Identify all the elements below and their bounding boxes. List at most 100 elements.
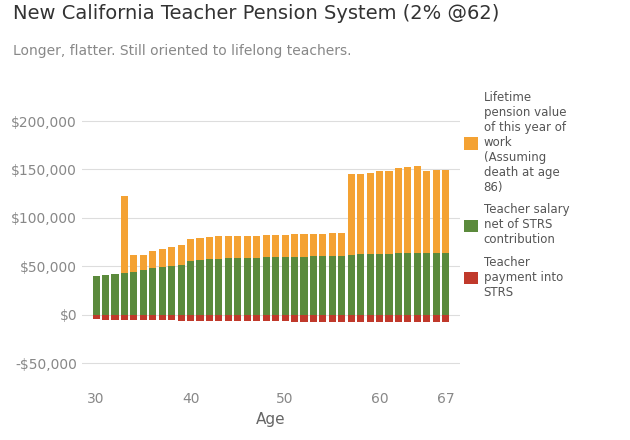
Bar xyxy=(244,258,251,315)
Bar xyxy=(244,236,251,258)
Bar xyxy=(386,171,392,253)
Legend: Lifetime
pension value
of this year of
work
(Assuming
death at age
86), Teacher : Lifetime pension value of this year of w… xyxy=(464,91,570,299)
Bar xyxy=(159,249,166,267)
Bar xyxy=(234,258,241,315)
Bar xyxy=(291,257,298,315)
Bar xyxy=(348,315,355,322)
Bar xyxy=(225,236,232,258)
Bar xyxy=(197,238,203,260)
Bar xyxy=(168,266,175,315)
Bar xyxy=(376,171,383,253)
Bar xyxy=(197,260,203,315)
Bar xyxy=(282,315,289,322)
Bar xyxy=(215,236,222,259)
Bar xyxy=(149,251,156,268)
Bar xyxy=(433,315,440,322)
Bar xyxy=(93,276,100,315)
Bar xyxy=(187,261,194,315)
Bar xyxy=(168,315,175,320)
Bar xyxy=(329,233,336,256)
Bar xyxy=(112,315,118,319)
Bar xyxy=(187,239,194,261)
Bar xyxy=(121,273,128,315)
Bar xyxy=(348,174,355,255)
Bar xyxy=(301,257,307,315)
Bar xyxy=(159,267,166,315)
Bar xyxy=(215,315,222,321)
Bar xyxy=(329,315,336,322)
Bar xyxy=(442,253,449,315)
Bar xyxy=(319,315,326,322)
Bar xyxy=(404,167,411,253)
Bar xyxy=(130,272,137,315)
Bar xyxy=(310,234,317,256)
Bar xyxy=(140,255,147,270)
Bar xyxy=(442,170,449,253)
Bar xyxy=(93,315,100,319)
Bar xyxy=(338,233,345,256)
Bar xyxy=(225,258,232,315)
Bar xyxy=(414,253,421,315)
Bar xyxy=(414,315,421,322)
Bar xyxy=(376,315,383,322)
Bar xyxy=(395,168,402,253)
Bar xyxy=(310,315,317,322)
Bar xyxy=(282,257,289,315)
Bar xyxy=(159,315,166,320)
Bar xyxy=(348,255,355,315)
Bar xyxy=(187,315,194,321)
Bar xyxy=(338,256,345,315)
Bar xyxy=(206,260,213,315)
Bar xyxy=(102,315,109,319)
Bar xyxy=(234,315,241,321)
Bar xyxy=(310,256,317,315)
Bar xyxy=(367,254,374,315)
Bar xyxy=(442,315,449,322)
Bar xyxy=(253,315,260,321)
Bar xyxy=(263,315,270,322)
Bar xyxy=(225,315,232,321)
Bar xyxy=(329,256,336,315)
Bar xyxy=(263,235,270,257)
Bar xyxy=(423,171,430,253)
Bar xyxy=(272,235,279,257)
Bar xyxy=(178,245,185,265)
Bar xyxy=(319,256,326,315)
Bar xyxy=(206,237,213,260)
Bar xyxy=(357,174,364,254)
Bar xyxy=(423,253,430,315)
Bar xyxy=(319,234,326,256)
Bar xyxy=(272,257,279,315)
Bar xyxy=(121,195,128,273)
Bar xyxy=(357,315,364,322)
Bar xyxy=(130,315,137,320)
Bar xyxy=(291,315,298,322)
Bar xyxy=(357,254,364,315)
Bar xyxy=(206,315,213,321)
Bar xyxy=(395,253,402,315)
Bar xyxy=(178,265,185,315)
Bar xyxy=(130,255,137,272)
Bar xyxy=(386,315,392,322)
Bar xyxy=(149,315,156,320)
Text: New California Teacher Pension System (2% @62): New California Teacher Pension System (2… xyxy=(13,4,499,23)
Bar xyxy=(168,247,175,266)
Bar xyxy=(197,315,203,321)
Bar xyxy=(253,236,260,258)
Bar xyxy=(404,253,411,315)
Bar xyxy=(244,315,251,321)
Bar xyxy=(215,259,222,315)
Bar xyxy=(121,315,128,320)
Bar xyxy=(263,257,270,315)
Bar xyxy=(234,236,241,258)
Text: Longer, flatter. Still oriented to lifelong teachers.: Longer, flatter. Still oriented to lifel… xyxy=(13,44,351,58)
Bar xyxy=(433,170,440,253)
Bar xyxy=(149,268,156,315)
Bar xyxy=(414,166,421,253)
Bar xyxy=(253,258,260,315)
Bar xyxy=(433,253,440,315)
Bar xyxy=(140,270,147,315)
Bar xyxy=(338,315,345,322)
Bar xyxy=(178,315,185,320)
X-axis label: Age: Age xyxy=(256,411,286,427)
